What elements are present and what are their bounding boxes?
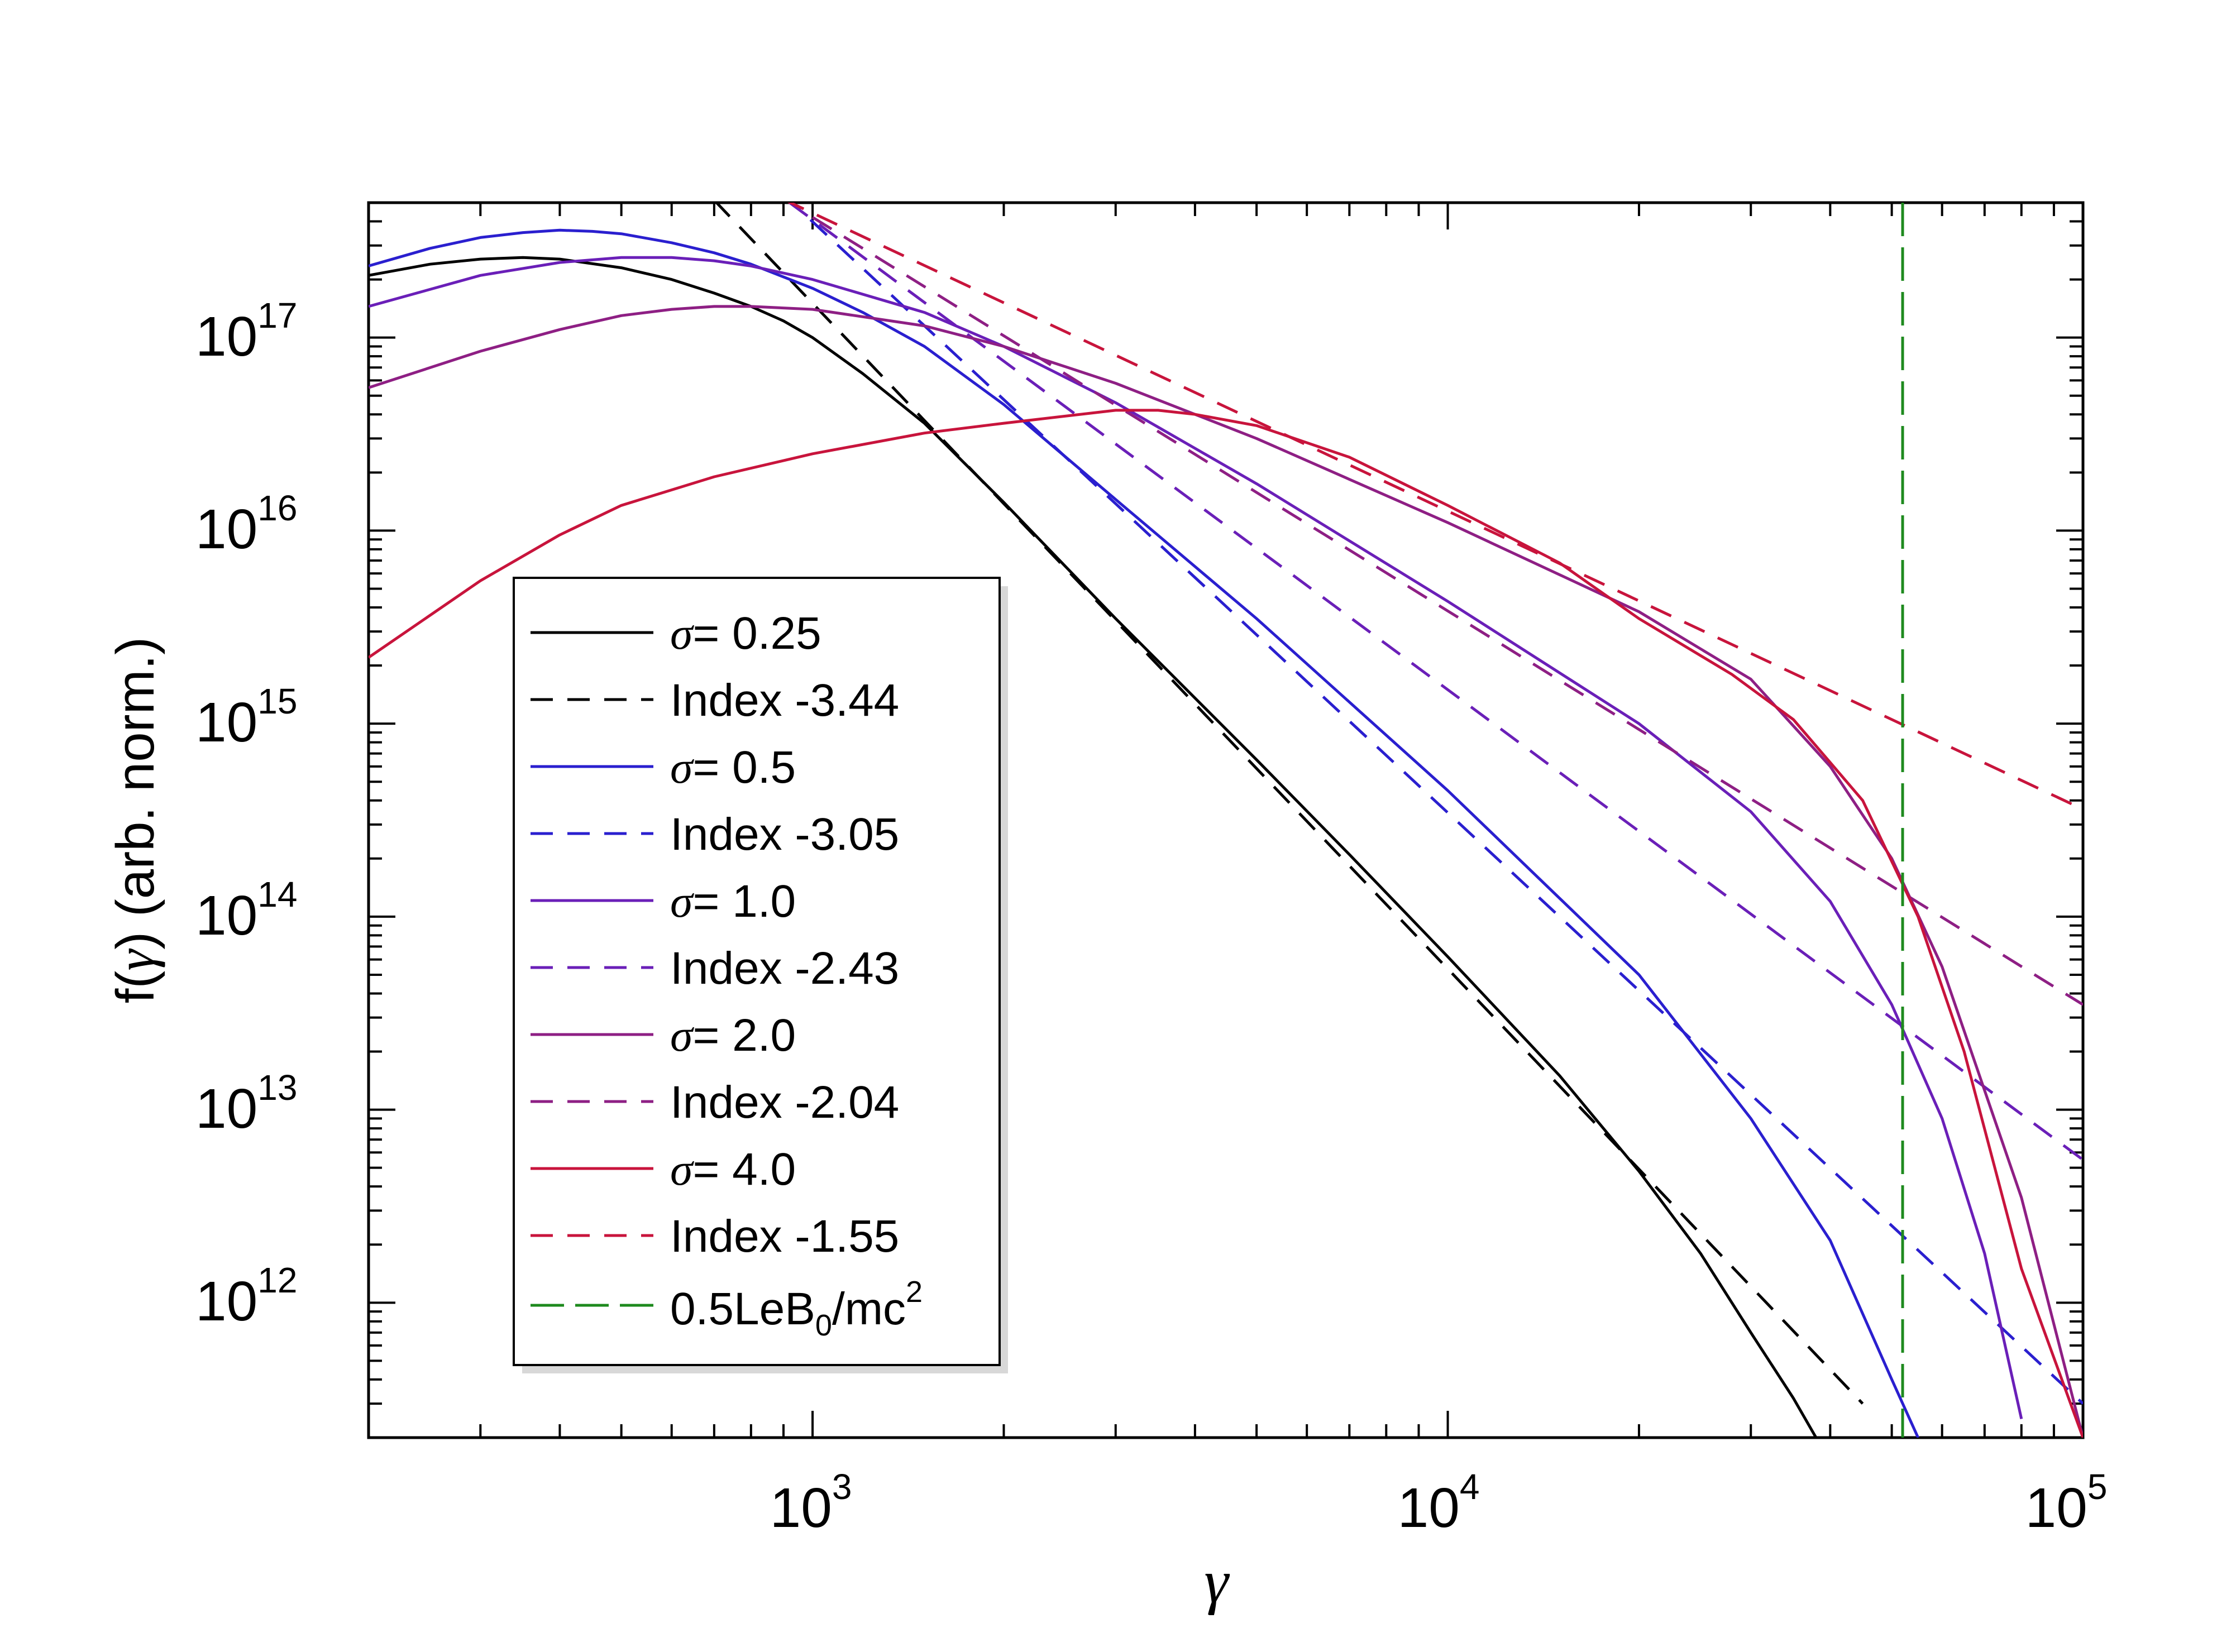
axis-ticks (367, 202, 2084, 1439)
series-line (369, 228, 1919, 1438)
series-line (369, 256, 2023, 1420)
y-tick-labels: 1012 1013 1014 1015 1016 1017 (195, 295, 297, 1333)
y-axis-label: f(γ) (arb. norm.) (106, 637, 165, 1004)
plot-area (367, 201, 2085, 1439)
y-tick-label: 1016 (195, 488, 297, 561)
legend-label: σ= 0.25 (670, 608, 821, 659)
series-group (369, 203, 2083, 1438)
series-line (369, 256, 1818, 1438)
y-tick-label: 1013 (195, 1067, 297, 1140)
series-line (787, 203, 2083, 811)
legend-label: Index -1.55 (670, 1211, 899, 1262)
legend-label: σ= 0.5 (670, 742, 796, 793)
legend-label: σ= 2.0 (670, 1010, 796, 1061)
series-line (811, 216, 2083, 1006)
x-tick-label: 105 (2025, 1467, 2108, 1539)
x-tick-label: 104 (1398, 1467, 1480, 1539)
x-tick-labels: 103 104 105 (770, 1467, 2108, 1539)
legend-label: 0.5LeB0/mc2 (670, 1275, 923, 1342)
legend-label: σ= 1.0 (670, 876, 796, 927)
legend-label: Index -2.43 (670, 943, 899, 994)
legend-label: Index -3.44 (670, 675, 899, 726)
legend-samples (531, 631, 653, 1307)
x-tick-label: 103 (770, 1467, 852, 1539)
legend-label: σ= 4.0 (670, 1144, 796, 1195)
series-line (714, 203, 1864, 1405)
series-line (789, 203, 2083, 1161)
legend-label: Index -2.04 (670, 1077, 899, 1128)
legend: σ= 0.25 Index -3.44 σ= 0.5 Index -3.05 σ… (513, 577, 1008, 1373)
y-tick-label: 1014 (195, 874, 297, 947)
series-line (790, 203, 2083, 1405)
y-tick-label: 1015 (195, 681, 297, 754)
legend-box (513, 577, 1001, 1366)
series-line (369, 409, 2083, 1438)
y-tick-label: 1017 (195, 295, 297, 368)
y-tick-label: 1012 (195, 1260, 297, 1333)
legend-label: Index -3.05 (670, 809, 899, 860)
x-axis-label: γ (1204, 1548, 1230, 1616)
